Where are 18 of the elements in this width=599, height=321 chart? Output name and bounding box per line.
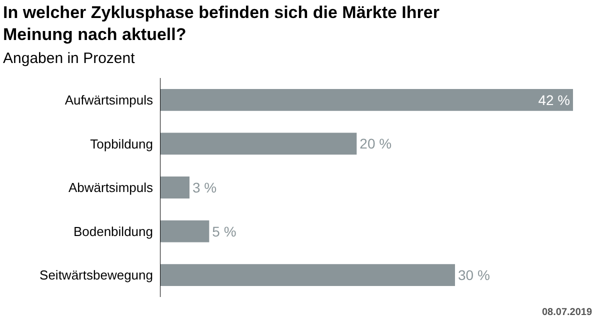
bar	[160, 132, 357, 155]
data-label: 42 %	[538, 92, 570, 108]
data-label: 30 %	[458, 267, 490, 284]
data-label: 20 %	[360, 136, 392, 152]
y-tick-label: Topbildung	[90, 136, 153, 152]
data-label: 3 %	[192, 180, 217, 196]
chart-title: In welcher Zyklusphase befinden sich die Märkte Ihrer Meinung nach aktuell?	[3, 3, 440, 44]
y-tick-label: Abwärtsimpuls	[68, 180, 154, 196]
bar	[160, 176, 190, 198]
y-tick-label: Bodenbildung	[73, 224, 153, 239]
y-tick-label: Aufwärtsimpuls	[64, 92, 154, 108]
chart-subtitle: Angaben in Prozent	[3, 50, 136, 67]
bar	[160, 264, 455, 286]
data-label: 5 %	[212, 223, 236, 240]
y-tick-label: Seitwärtsbewegung	[40, 268, 153, 283]
text: 08.07.2019	[542, 307, 592, 318]
bar	[160, 88, 573, 111]
bar	[160, 220, 210, 242]
